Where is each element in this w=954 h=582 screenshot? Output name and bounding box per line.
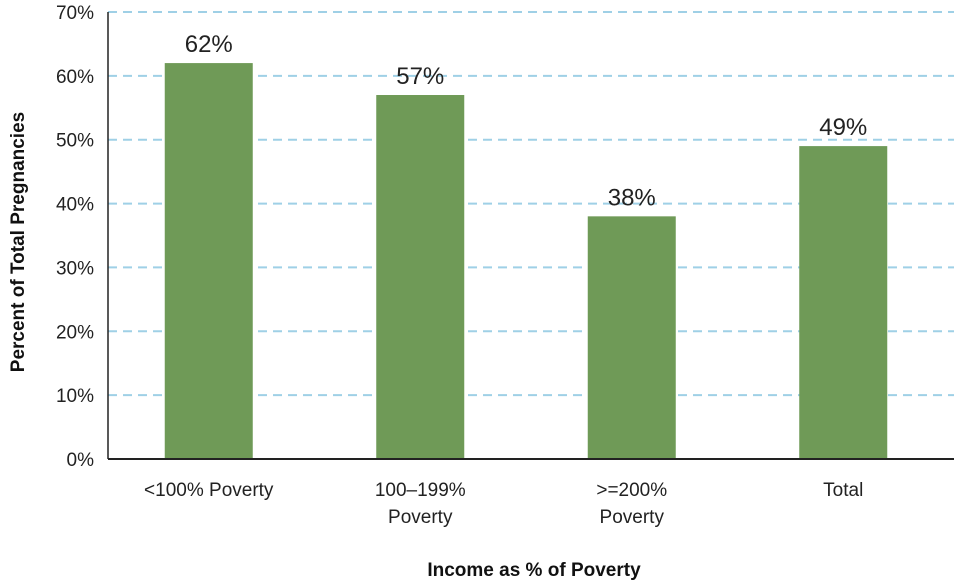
bar (799, 146, 888, 459)
data-label: 49% (819, 114, 867, 141)
x-tick-label: 100–199% (375, 480, 466, 501)
y-tick-label: 40% (56, 195, 94, 216)
data-label: 57% (396, 63, 444, 90)
x-tick-label: Poverty (600, 507, 665, 528)
bar (587, 216, 676, 459)
y-tick-label: 60% (56, 67, 94, 88)
y-tick-label: 20% (56, 322, 94, 343)
y-tick-label: 0% (67, 450, 95, 471)
bar (164, 63, 253, 459)
x-tick-label: Poverty (388, 507, 453, 528)
x-tick-label: >=200% (596, 480, 667, 501)
bar (376, 95, 465, 459)
x-axis-title: Income as % of Poverty (427, 560, 641, 581)
bars (164, 63, 888, 459)
y-tick-label: 70% (56, 3, 94, 24)
x-tick-label: Total (823, 480, 863, 501)
axes (107, 12, 954, 460)
y-tick-label: 30% (56, 258, 94, 279)
x-tick-label: <100% Poverty (144, 480, 274, 501)
labels: 0% 10% 20% 30% 40% 50% 60% 70% 62% <100% Poverty 5… (56, 3, 867, 528)
y-axis-title: Percent of Total Pregnancies (8, 112, 29, 372)
y-tick-label: 10% (56, 386, 94, 407)
data-label: 38% (608, 184, 656, 211)
y-tick-label: 50% (56, 131, 94, 152)
data-label: 62% (185, 31, 233, 58)
